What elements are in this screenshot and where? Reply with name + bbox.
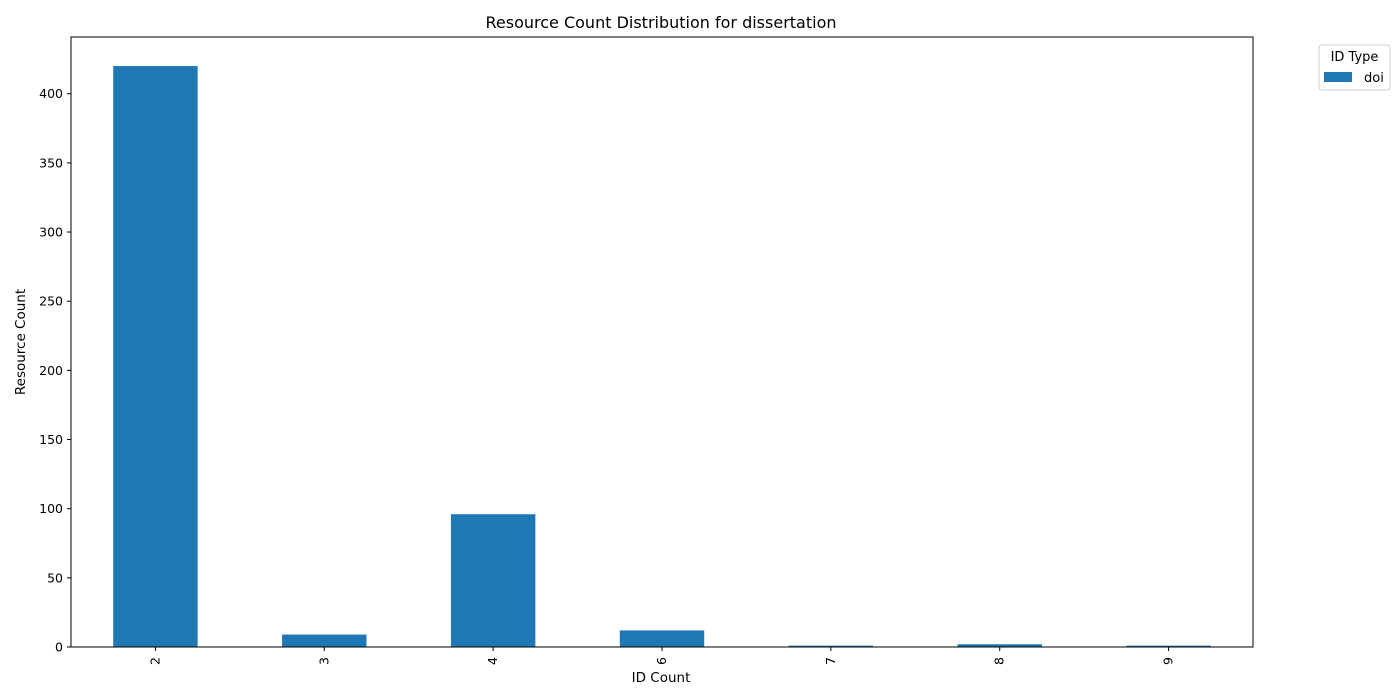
x-tick-label-4: 4	[485, 657, 500, 665]
bar-7	[788, 645, 874, 647]
legend-swatch-doi	[1324, 72, 1352, 82]
legend: ID Type doi	[1318, 44, 1391, 91]
y-tick-label-300: 300	[39, 225, 63, 240]
legend-label-doi: doi	[1364, 71, 1384, 86]
x-axis: 2 3 4 6 7 8 9	[147, 647, 1176, 665]
plot-frame	[70, 36, 1254, 648]
bar-6	[619, 630, 705, 647]
bars-group	[113, 66, 1211, 648]
legend-title: ID Type	[1331, 50, 1379, 65]
x-tick-label-9: 9	[1161, 657, 1176, 665]
y-tick-label-50: 50	[47, 570, 63, 585]
y-tick-label-100: 100	[39, 501, 63, 516]
chart-title: Resource Count Distribution for disserta…	[486, 13, 837, 32]
y-tick-label-0: 0	[55, 640, 63, 655]
x-axis-title: ID Count	[632, 670, 691, 686]
x-tick-label-6: 6	[654, 657, 669, 665]
y-tick-label-250: 250	[39, 294, 63, 309]
bar-3	[282, 634, 367, 647]
y-tick-label-200: 200	[39, 363, 63, 378]
x-tick-label-8: 8	[992, 657, 1007, 665]
y-axis: 0 50 100 150 200 250 300 350 400	[39, 86, 71, 655]
bar-4	[450, 514, 536, 647]
y-tick-label-350: 350	[39, 155, 63, 170]
y-tick-label-400: 400	[39, 86, 63, 101]
x-tick-label-2: 2	[147, 657, 162, 665]
y-axis-title: Resource Count	[13, 289, 29, 395]
y-tick-label-150: 150	[39, 432, 63, 447]
x-tick-label-3: 3	[316, 657, 331, 665]
x-tick-label-7: 7	[823, 657, 838, 665]
bar-9	[1126, 645, 1211, 647]
bar-8	[957, 644, 1042, 647]
bar-2	[113, 66, 198, 648]
